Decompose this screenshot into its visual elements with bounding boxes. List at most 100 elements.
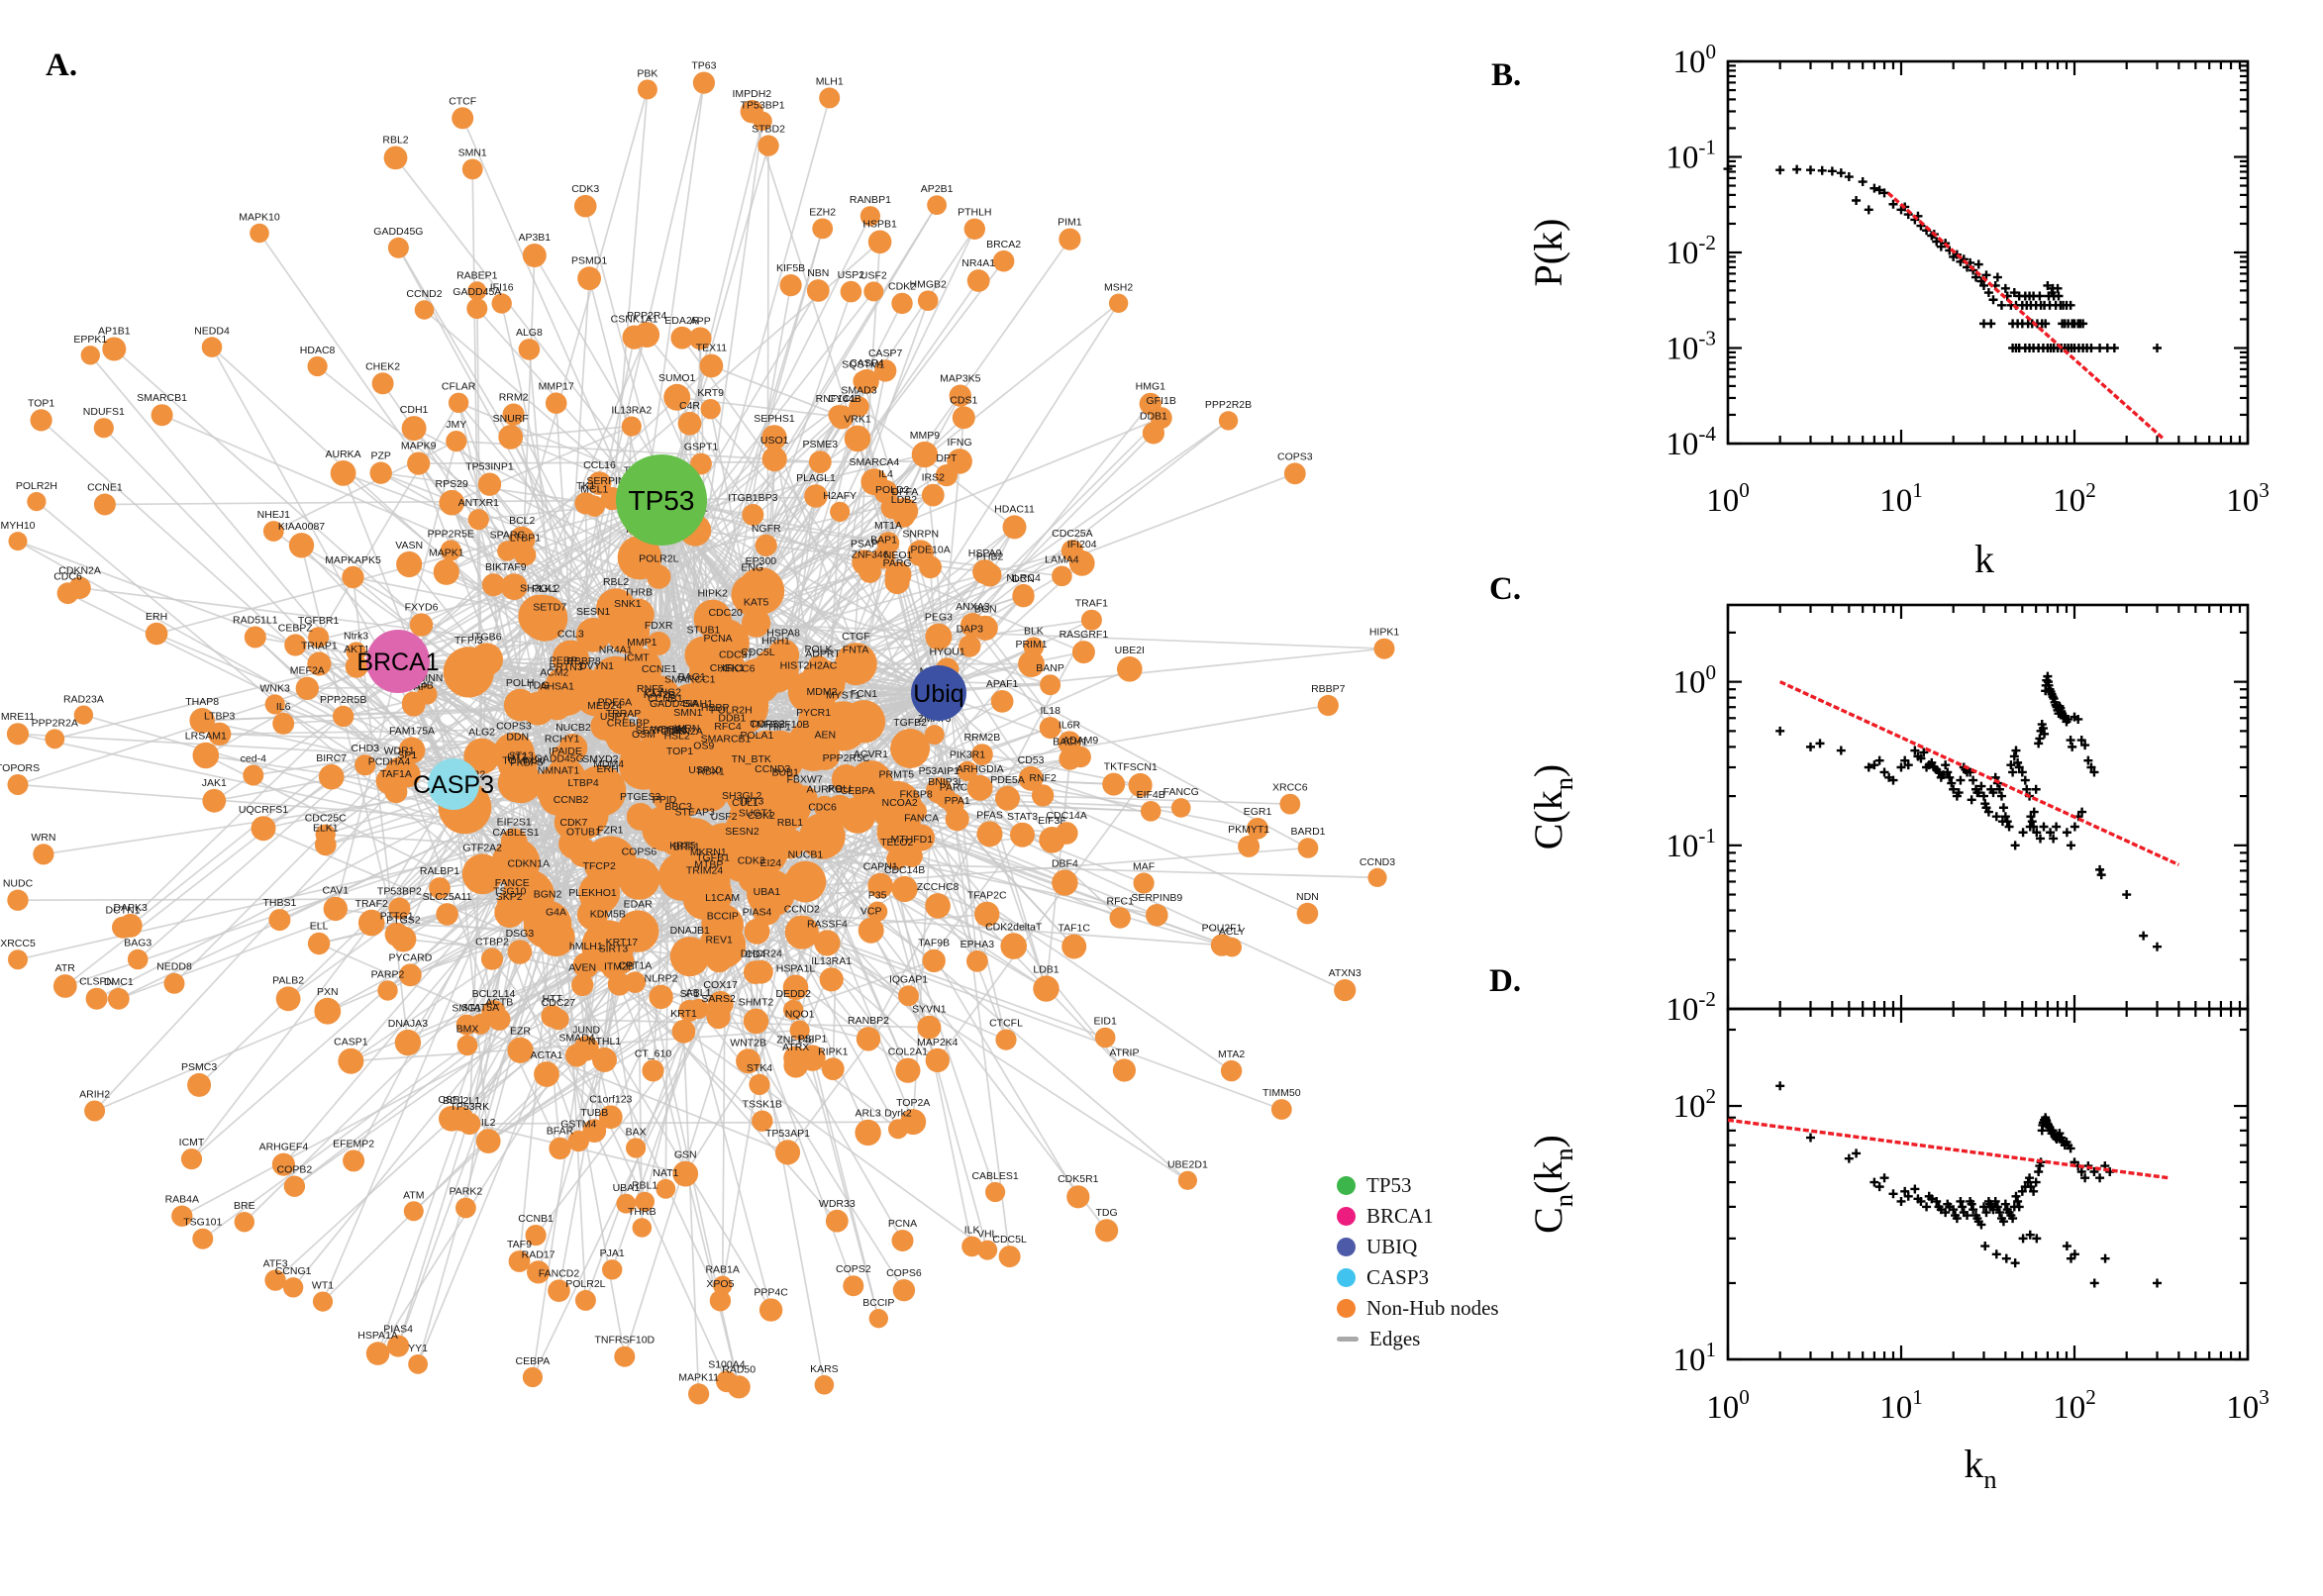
network-node-label: TSG10	[493, 885, 526, 897]
network-node	[884, 568, 910, 595]
network-node	[966, 269, 990, 292]
network-node	[1012, 583, 1035, 606]
network-node-label: POLR2H	[16, 480, 57, 492]
data-point	[2034, 739, 2044, 748]
data-point	[2153, 344, 2162, 352]
data-point	[1949, 1205, 1959, 1215]
network-edge	[937, 784, 1142, 1061]
network-node-label: TFCP2	[583, 860, 616, 872]
network-node-label: TGFB1	[696, 851, 730, 863]
network-node-label: TFPI3	[454, 635, 483, 647]
network-node	[925, 623, 953, 650]
network-node	[1296, 902, 1319, 925]
network-node	[971, 744, 993, 765]
network-node	[596, 774, 619, 798]
network-node-label: RBBP7	[1311, 683, 1346, 695]
network-node	[201, 337, 223, 357]
network-node-label: BAX	[626, 1126, 647, 1138]
network-node-label: RIPK1	[818, 1046, 849, 1057]
network-node	[758, 1298, 783, 1322]
network-node-label: RCHY1	[545, 734, 580, 746]
network-node-label: FCN1	[851, 688, 878, 700]
network-node-label: SP1	[397, 749, 417, 761]
network-node	[806, 279, 830, 302]
network-node-label: SNURF	[493, 413, 529, 425]
network-node	[888, 1119, 908, 1140]
network-node-label: MKRN1	[690, 847, 727, 858]
network-node-label: PLAGL1	[796, 472, 836, 484]
axis-ticks	[1726, 605, 2250, 1011]
network-node-label: FAM175A	[389, 726, 435, 738]
network-edge	[272, 440, 457, 533]
panel-letter-c: C.	[1489, 571, 1521, 607]
network-node	[345, 654, 368, 678]
network-node	[783, 999, 804, 1021]
network-node-label: MMP1	[627, 637, 656, 648]
network-edge	[453, 783, 490, 1142]
fit-line	[1778, 680, 2180, 867]
network-node-label: PHB2	[976, 551, 1004, 563]
network-node-label: BIRC7	[316, 752, 347, 764]
data-point	[1991, 1249, 2001, 1259]
network-node	[250, 223, 269, 244]
data-point	[1976, 1220, 1986, 1230]
network-node	[952, 406, 975, 430]
network-node	[475, 1129, 501, 1153]
network-node-label: MAP2K4	[917, 1037, 959, 1048]
data-point	[2029, 822, 2039, 832]
network-node-label: FNTA	[843, 645, 869, 656]
network-node-label: DAPK3	[113, 902, 148, 914]
network-node	[839, 796, 876, 834]
network-node-label: PEG3	[925, 612, 953, 624]
network-node-label: CDKN2A	[660, 726, 703, 738]
network-node	[180, 1148, 203, 1170]
network-node	[354, 754, 376, 776]
network-node	[635, 1191, 655, 1212]
network-node-label: EFEMP2	[333, 1138, 374, 1149]
network-node	[403, 1201, 424, 1222]
data-point	[1844, 172, 1854, 182]
network-node	[690, 452, 712, 475]
network-node-label: JAK1	[202, 777, 227, 789]
tick-label: 100	[1672, 40, 1716, 80]
network-node-label: SQSTM1	[842, 359, 884, 371]
network-node	[859, 206, 881, 227]
network-node-label: CDK2	[748, 810, 775, 822]
data-point	[1896, 1196, 1906, 1206]
panel-c-plot: 100 10-1 10-2 C. C(kn)	[1489, 571, 2250, 1028]
network-node-label: NAT1	[653, 1167, 678, 1179]
data-point	[2031, 1177, 2041, 1187]
network-node-label: DSG3	[506, 928, 535, 940]
network-node	[564, 1044, 589, 1067]
network-node	[573, 194, 597, 218]
data-point	[1980, 1242, 1990, 1251]
network-node-label: MCL1	[580, 484, 608, 496]
network-node	[52, 974, 77, 998]
network-node	[890, 729, 931, 768]
data-point	[1869, 183, 1879, 193]
network-node-label: ENG	[741, 562, 763, 574]
ubiq-swatch-icon	[1337, 1238, 1356, 1256]
network-node	[752, 1110, 773, 1132]
network-node	[27, 492, 47, 512]
network-node-label: POLI	[828, 783, 852, 795]
network-node-label: DCTN1	[105, 905, 140, 917]
network-node-label: EIF3F	[1038, 815, 1066, 827]
network-node	[534, 1061, 559, 1087]
data-point	[1874, 1182, 1884, 1192]
network-node-label: ACVR1	[854, 748, 888, 760]
network-node-label: PLEKHO1	[568, 887, 617, 899]
network-node-label: TRRAP	[606, 708, 642, 720]
network-node-label: CDK7	[559, 817, 587, 829]
network-node	[935, 464, 959, 487]
network-node-label: WDR33	[819, 1198, 856, 1210]
tick-label: 102	[2053, 1385, 2096, 1426]
network-node-label: ERH	[146, 611, 167, 623]
network-node-label: CCL3	[557, 629, 584, 641]
network-node	[1220, 1059, 1243, 1082]
network-edge	[17, 540, 454, 785]
network-node-label: ERH	[597, 763, 619, 775]
network-node	[812, 218, 834, 240]
network-edge	[759, 481, 875, 592]
network-node	[491, 293, 512, 314]
